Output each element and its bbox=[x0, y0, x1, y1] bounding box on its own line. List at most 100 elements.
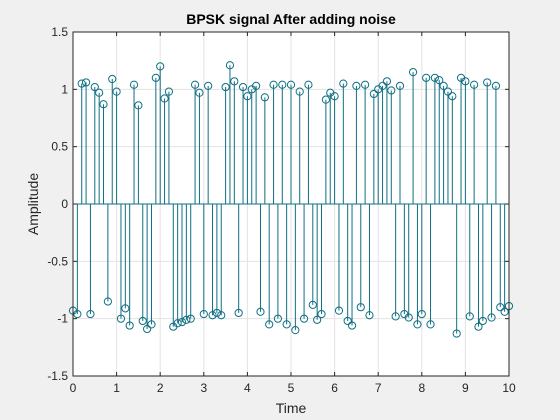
x-axis-label: Time bbox=[276, 400, 307, 416]
x-tick-label-2: 2 bbox=[157, 381, 164, 395]
stem-marker-36 bbox=[225, 61, 235, 70]
stem-marker-40 bbox=[243, 92, 252, 101]
stem-marker-68 bbox=[365, 311, 374, 320]
stem-marker-52 bbox=[295, 87, 304, 96]
chart-title: BPSK signal After adding noise bbox=[186, 11, 396, 27]
stem-marker-14 bbox=[129, 80, 139, 89]
stem-marker-80 bbox=[417, 309, 426, 319]
stem-marker-45 bbox=[265, 320, 274, 329]
stem-marker-28 bbox=[190, 80, 200, 89]
stem-marker-12 bbox=[121, 304, 130, 313]
stem-marker-22 bbox=[164, 87, 174, 96]
stem-marker-48 bbox=[278, 80, 287, 89]
stem-marker-94 bbox=[478, 316, 487, 326]
stem-marker-16 bbox=[138, 316, 147, 326]
stem-marker-57 bbox=[317, 309, 326, 319]
stem-marker-98 bbox=[496, 303, 505, 312]
stem-marker-66 bbox=[356, 303, 365, 312]
stem-marker-7 bbox=[99, 100, 108, 109]
stem-marker-91 bbox=[465, 312, 474, 321]
x-tick-label-7: 7 bbox=[375, 381, 382, 395]
stem-marker-83 bbox=[430, 73, 439, 82]
stem-marker-47 bbox=[273, 314, 283, 323]
stem-marker-77 bbox=[404, 313, 413, 322]
stem-marker-55 bbox=[308, 300, 317, 310]
stem-marker-53 bbox=[299, 314, 309, 323]
stem-marker-10 bbox=[112, 87, 121, 96]
stem-marker-90 bbox=[461, 77, 470, 86]
stem-marker-84 bbox=[435, 76, 444, 85]
stem-marker-9 bbox=[108, 74, 117, 84]
stem-marker-33 bbox=[212, 308, 221, 318]
stem-marker-87 bbox=[448, 92, 457, 101]
stem-marker-67 bbox=[361, 80, 370, 89]
y-tick-label-3: 0 bbox=[61, 197, 68, 211]
stem-marker-93 bbox=[474, 322, 483, 331]
x-tick-label-10: 10 bbox=[502, 381, 516, 395]
stem-marker-18 bbox=[147, 320, 156, 329]
stem-marker-72 bbox=[382, 77, 392, 86]
stem-marker-95 bbox=[483, 78, 492, 87]
x-tick-label-4: 4 bbox=[244, 381, 251, 395]
stem-marker-82 bbox=[426, 320, 435, 329]
stem-marker-61 bbox=[334, 306, 344, 315]
x-tick-label-1: 1 bbox=[113, 381, 120, 395]
x-tick-label-9: 9 bbox=[462, 381, 469, 395]
x-tick-label-5: 5 bbox=[288, 381, 295, 395]
stem-marker-43 bbox=[256, 307, 265, 316]
stem-marker-20 bbox=[156, 62, 165, 71]
stem-marker-54 bbox=[304, 80, 313, 89]
stem-marker-56 bbox=[313, 315, 322, 324]
stem-marker-88 bbox=[452, 329, 461, 338]
stem-marker-8 bbox=[103, 297, 112, 306]
stem-marker-65 bbox=[352, 81, 361, 90]
y-tick-label-4: 0.5 bbox=[51, 140, 68, 154]
stem-marker-79 bbox=[413, 320, 422, 329]
stem-marker-62 bbox=[339, 79, 348, 88]
stem-marker-27 bbox=[186, 314, 195, 323]
stem-marker-1 bbox=[73, 309, 82, 319]
stem-marker-15 bbox=[134, 101, 143, 110]
y-tick-label-1: -1 bbox=[57, 312, 68, 326]
stem-marker-44 bbox=[260, 93, 269, 102]
stem-marker-21 bbox=[160, 94, 169, 103]
y-tick-label-6: 1.5 bbox=[51, 25, 68, 39]
stem-marker-51 bbox=[291, 326, 300, 335]
stem-marker-49 bbox=[282, 320, 291, 329]
y-axis-label: Amplitude bbox=[25, 173, 41, 235]
stem-marker-4 bbox=[86, 309, 95, 319]
stem-marker-19 bbox=[151, 73, 160, 82]
stem-marker-30 bbox=[199, 309, 208, 319]
stem-marker-74 bbox=[391, 312, 400, 321]
stem-marker-78 bbox=[408, 68, 418, 77]
stem-marker-6 bbox=[95, 88, 104, 97]
stem-marker-3 bbox=[81, 78, 91, 87]
stem-marker-46 bbox=[269, 80, 278, 89]
stem-marker-63 bbox=[343, 316, 352, 326]
stem-series bbox=[68, 61, 514, 338]
stem-marker-96 bbox=[487, 313, 496, 322]
stem-marker-42 bbox=[252, 81, 261, 90]
stem-marker-60 bbox=[330, 92, 339, 101]
x-tick-label-8: 8 bbox=[418, 381, 425, 395]
stem-marker-85 bbox=[439, 81, 448, 90]
stem-marker-25 bbox=[177, 318, 187, 327]
x-tick-label-6: 6 bbox=[331, 381, 338, 395]
stem-marker-86 bbox=[443, 87, 453, 96]
stem-marker-32 bbox=[208, 311, 217, 320]
stem-marker-26 bbox=[182, 315, 191, 324]
stem-marker-69 bbox=[369, 89, 378, 99]
stem-marker-99 bbox=[500, 307, 509, 316]
stem-marker-35 bbox=[221, 82, 230, 92]
stem-marker-81 bbox=[422, 73, 431, 82]
stem-marker-31 bbox=[204, 81, 213, 90]
stem-marker-50 bbox=[286, 80, 296, 89]
x-tick-label-0: 0 bbox=[70, 381, 77, 395]
axis-ticks: 0 1 2 3 4 5 6 7 8 9 10 -1.5 -1 -0.5 0 0.5 1 1.5 bbox=[47, 25, 516, 395]
stem-marker-5 bbox=[90, 82, 99, 92]
stem-marker-97 bbox=[491, 81, 501, 90]
stem-marker-13 bbox=[125, 321, 134, 330]
stem-marker-71 bbox=[378, 81, 387, 90]
stem-marker-24 bbox=[173, 319, 182, 328]
stem-marker-37 bbox=[230, 77, 239, 86]
